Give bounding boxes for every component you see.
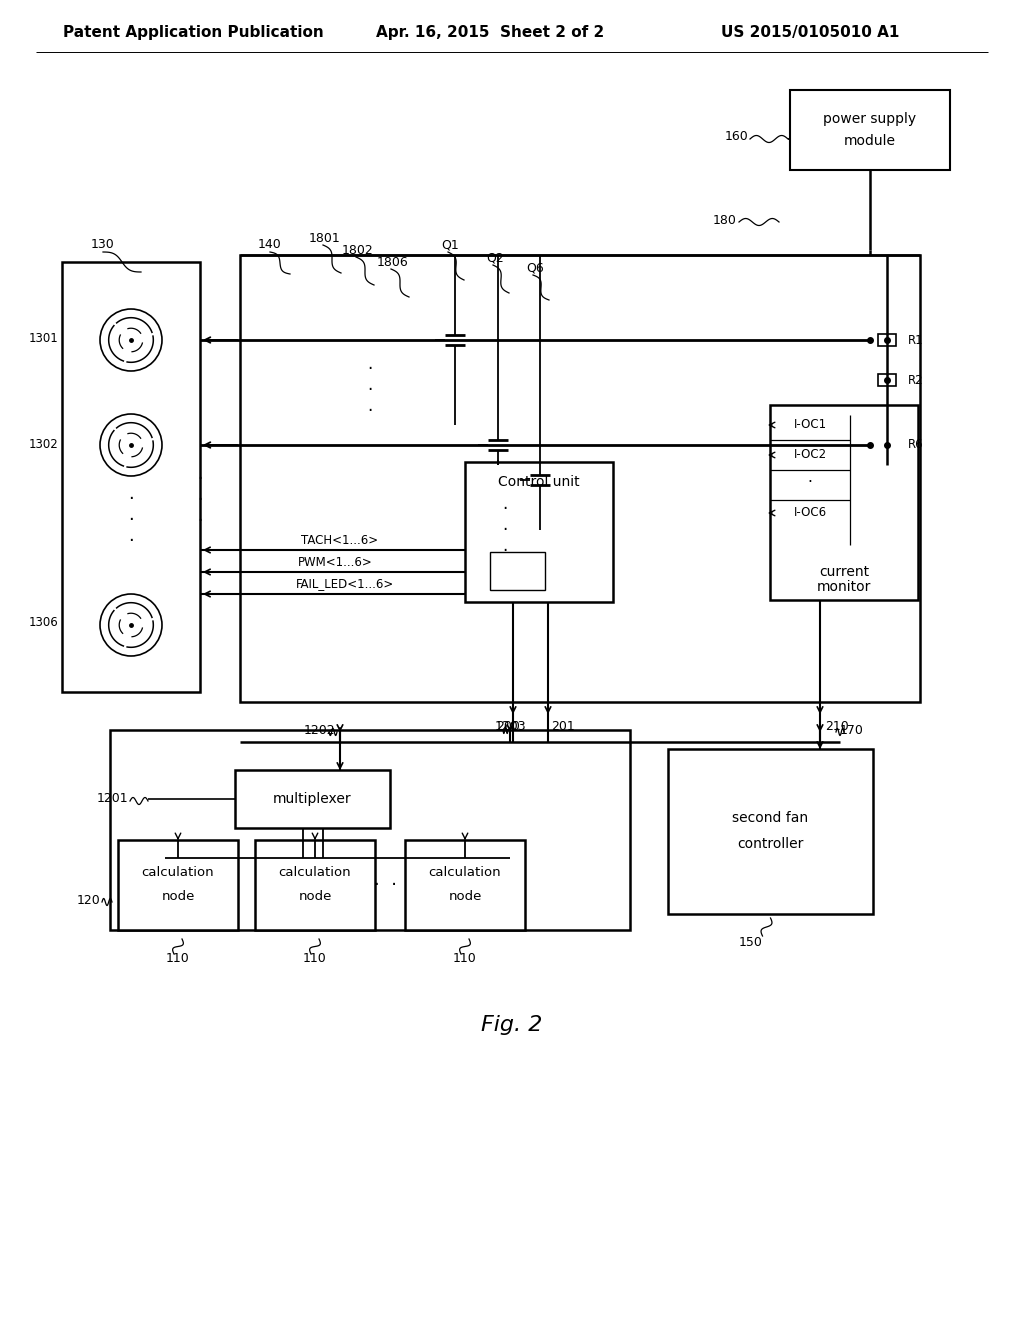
Bar: [234, 770, 390, 828]
Bar: [110, 730, 630, 931]
Text: 110: 110: [303, 952, 327, 965]
Text: power supply: power supply: [823, 112, 916, 125]
Bar: [770, 405, 918, 601]
Text: FAIL_LED<1...6>: FAIL_LED<1...6>: [296, 578, 394, 590]
Bar: [62, 261, 200, 692]
Text: 1202: 1202: [303, 723, 335, 737]
Bar: [878, 440, 896, 451]
Text: 201: 201: [551, 721, 574, 734]
Text: I-OC1: I-OC1: [794, 418, 826, 432]
Text: ·  ·: · ·: [374, 876, 396, 894]
Bar: [406, 840, 525, 931]
Text: node: node: [298, 891, 332, 903]
Bar: [465, 462, 613, 602]
Text: PWM<1...6>: PWM<1...6>: [298, 556, 373, 569]
Text: Control unit: Control unit: [499, 475, 580, 488]
Text: 180: 180: [713, 214, 737, 227]
Text: module: module: [844, 135, 896, 148]
Text: 1306: 1306: [29, 616, 58, 630]
Text: I-OC6: I-OC6: [794, 507, 826, 520]
Text: 1201: 1201: [96, 792, 128, 805]
Text: ·
·
·: · · ·: [368, 360, 373, 420]
Text: 1203: 1203: [495, 721, 525, 734]
Text: 200: 200: [496, 721, 520, 734]
Text: 1301: 1301: [29, 333, 58, 346]
Text: 140: 140: [258, 239, 282, 252]
Text: ·
·
·: · · ·: [503, 500, 508, 560]
Bar: [790, 90, 950, 170]
Text: I-OC2: I-OC2: [794, 449, 826, 462]
Text: 150: 150: [738, 936, 763, 949]
Text: calculation: calculation: [279, 866, 351, 879]
Text: 170: 170: [840, 723, 864, 737]
Text: 1801: 1801: [309, 231, 341, 244]
Text: Q2: Q2: [486, 252, 504, 264]
Text: R6: R6: [908, 438, 924, 451]
Text: 1806: 1806: [377, 256, 409, 268]
Text: calculation: calculation: [141, 866, 214, 879]
Text: US 2015/0105010 A1: US 2015/0105010 A1: [721, 25, 899, 41]
Text: 1802: 1802: [342, 243, 374, 256]
Text: ·: ·: [808, 475, 812, 491]
Text: 120: 120: [76, 894, 100, 907]
Bar: [668, 748, 873, 913]
Text: ·
·
·: · · ·: [128, 490, 134, 550]
Text: second fan: second fan: [732, 812, 809, 825]
Text: controller: controller: [737, 837, 804, 851]
Text: Fig. 2: Fig. 2: [481, 1015, 543, 1035]
Text: 160: 160: [724, 131, 748, 144]
Text: Q1: Q1: [441, 239, 459, 252]
Text: R1: R1: [908, 334, 924, 346]
Bar: [490, 552, 545, 590]
Text: R2: R2: [908, 374, 924, 387]
Text: current: current: [819, 565, 869, 579]
Text: node: node: [162, 891, 195, 903]
Text: monitor: monitor: [817, 579, 871, 594]
Text: calculation: calculation: [429, 866, 502, 879]
Text: Patent Application Publication: Patent Application Publication: [62, 25, 324, 41]
Text: multiplexer: multiplexer: [273, 792, 352, 807]
Text: ·
·
·: · · ·: [198, 470, 203, 529]
Text: Apr. 16, 2015  Sheet 2 of 2: Apr. 16, 2015 Sheet 2 of 2: [376, 25, 604, 41]
Bar: [240, 255, 920, 702]
Bar: [118, 840, 238, 931]
Text: 130: 130: [91, 239, 115, 252]
Text: Q6: Q6: [526, 261, 544, 275]
Text: 1302: 1302: [29, 437, 58, 450]
Text: TACH<1...6>: TACH<1...6>: [301, 533, 379, 546]
Bar: [878, 374, 896, 385]
Text: 110: 110: [454, 952, 477, 965]
Text: 210: 210: [825, 721, 849, 734]
Bar: [255, 840, 375, 931]
Text: node: node: [449, 891, 481, 903]
Text: 110: 110: [166, 952, 189, 965]
Bar: [878, 334, 896, 346]
